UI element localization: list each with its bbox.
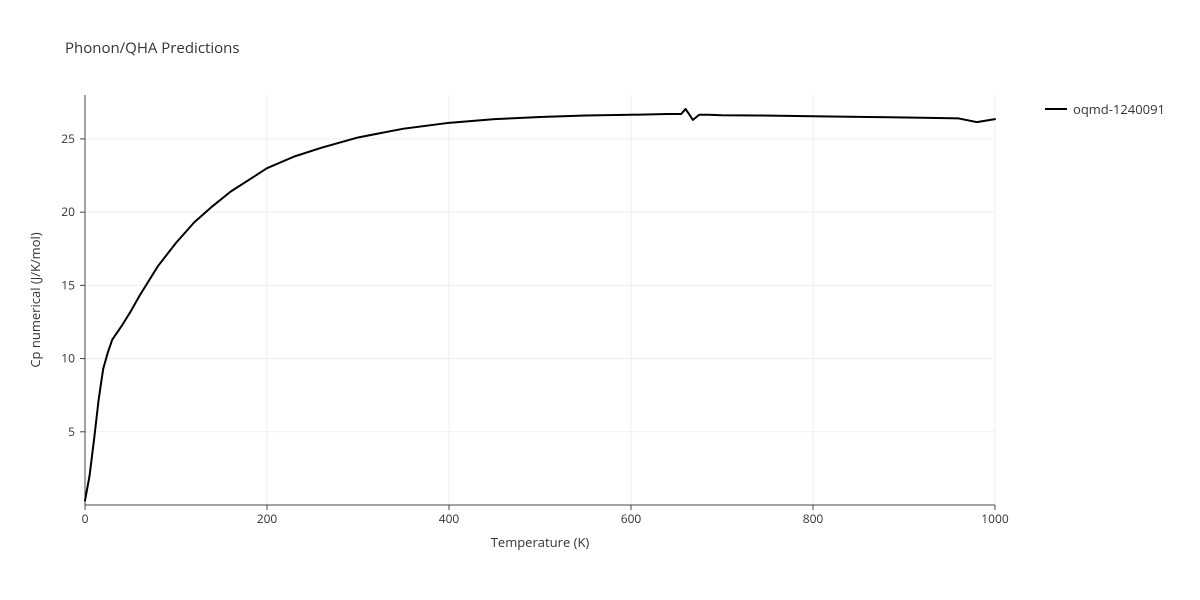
- legend-swatch: [1045, 108, 1067, 110]
- y-axis-label: Cp numerical (J/K/mol): [26, 232, 44, 367]
- y-tick-label: 10: [61, 350, 75, 367]
- x-tick-label: 0: [82, 510, 89, 527]
- series-line: [85, 109, 995, 501]
- chart-root: Phonon/QHA Predictions 02004006008001000…: [0, 0, 1200, 600]
- grid-group: [85, 95, 995, 505]
- x-tick-label: 800: [803, 510, 824, 527]
- legend: oqmd-1240091: [1045, 100, 1165, 118]
- x-tick-label: 1000: [981, 510, 1009, 527]
- x-ticklabels: 0 200 400 600 800 1000: [82, 510, 1009, 527]
- y-tick-label: 20: [61, 203, 75, 220]
- y-tick-label: 15: [61, 276, 75, 293]
- y-tick-label: 5: [68, 423, 75, 440]
- axes-group: [80, 95, 995, 510]
- x-tick-label: 200: [257, 510, 278, 527]
- x-axis-label: Temperature (K): [491, 533, 590, 551]
- x-tick-label: 400: [439, 510, 460, 527]
- y-ticklabels: 5 10 15 20 25: [61, 130, 75, 440]
- plot-area: 02004006008001000 510152025 Temperature …: [85, 95, 995, 505]
- y-tick-label: 25: [61, 130, 75, 147]
- plot-svg: 02004006008001000 510152025 Temperature …: [85, 95, 995, 505]
- chart-title: Phonon/QHA Predictions: [65, 38, 240, 58]
- series-group: [85, 109, 995, 501]
- legend-label: oqmd-1240091: [1073, 100, 1165, 118]
- x-tick-label: 600: [621, 510, 642, 527]
